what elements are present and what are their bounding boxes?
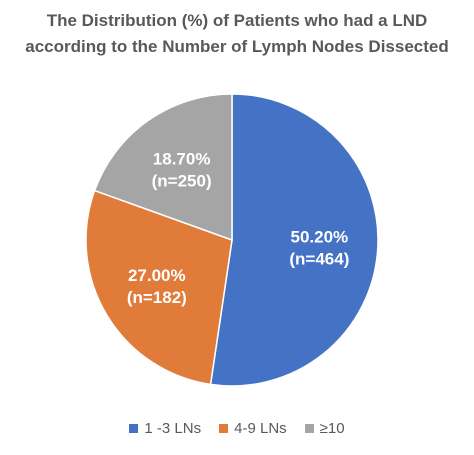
label-1-3-lns-count: (n=464) [289, 249, 349, 268]
label-10-plus-percent: 18.70% [153, 149, 211, 168]
label-4-9-lns: 27.00% (n=182) [127, 266, 187, 307]
slice-1-3-lns [209, 93, 379, 387]
slice-4-9-lns [85, 189, 233, 386]
label-10-plus: 18.70% (n=250) [152, 149, 212, 190]
legend-label-4-9-lns: 4-9 LNs [234, 420, 287, 437]
legend-item-10-plus: ≥10 [304, 420, 345, 437]
slice-10-plus [93, 93, 233, 242]
legend-swatch-10-plus [304, 424, 314, 433]
legend-item-4-9-lns: 4-9 LNs [219, 420, 287, 437]
chart-title-line-2: according to the Number of Lymph Nodes D… [25, 37, 449, 56]
legend-label-10-plus: ≥10 [319, 420, 345, 437]
legend-swatch-1-3-lns [129, 424, 139, 433]
legend-label-1-3-lns: 1 -3 LNs [144, 420, 202, 437]
label-1-3-lns-percent: 50.20% [291, 227, 349, 246]
label-4-9-lns-percent: 27.00% [128, 266, 186, 285]
label-4-9-lns-count: (n=182) [127, 288, 187, 307]
legend-swatch-4-9-lns [219, 424, 229, 433]
label-10-plus-count: (n=250) [152, 171, 212, 190]
label-1-3-lns: 50.20% (n=464) [289, 227, 349, 268]
legend-item-1-3-lns: 1 -3 LNs [129, 420, 201, 437]
chart-title-line-1: The Distribution (%) of Patients who had… [46, 11, 428, 30]
legend: 1 -3 LNs 4-9 LNs ≥10 [0, 420, 474, 437]
